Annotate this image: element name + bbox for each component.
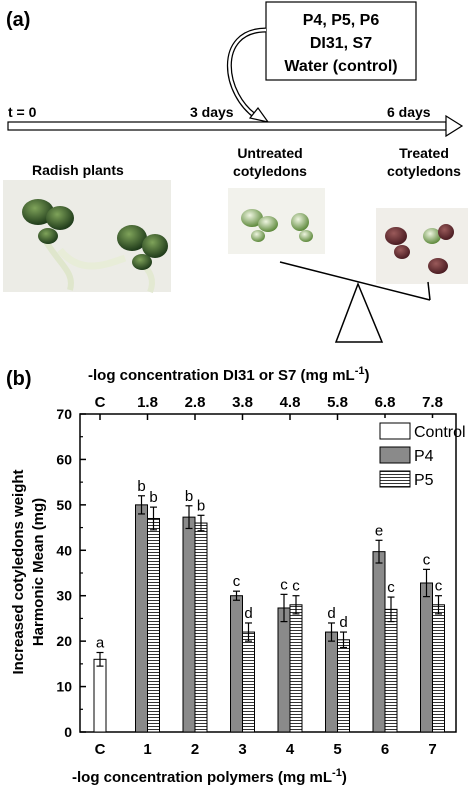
panel-b-label: (b) (6, 368, 32, 390)
y-axis-title-line2: Harmonic Mean (mg) (30, 498, 47, 646)
treatment-line-3: Water (control) (284, 58, 397, 75)
bar-p4 (325, 631, 338, 733)
top-x-tick-label: C (95, 394, 106, 411)
top-x-tick-label: 4.8 (280, 394, 301, 411)
top-x-tick-label: 3.8 (232, 394, 253, 411)
untreated-cotyledons-photo (228, 188, 325, 254)
panel-a-label: (a) (6, 9, 30, 31)
x-tick-label: C (95, 741, 106, 758)
caption-untreated-2: cotyledons (233, 163, 307, 179)
significance-letter: c (292, 578, 300, 595)
treatment-line-1: P4, P5, P6 (303, 12, 380, 29)
top-x-tick-label: 6.8 (375, 394, 396, 411)
bar-p4 (230, 595, 243, 733)
legend-swatch-p5 (379, 470, 411, 488)
timeline-3-days: 3 days (190, 104, 234, 120)
timeline-arrow (7, 114, 464, 138)
treatment-line-2: DI31, S7 (310, 35, 372, 52)
x-axis-title: -log concentration polymers (mg mL-1) (72, 767, 347, 786)
bar-p4 (277, 607, 291, 733)
x-tick-label: 7 (428, 741, 436, 758)
y-tick-label: 40 (56, 542, 72, 558)
bar-p5 (432, 604, 445, 733)
caption-radish-plants: Radish plants (32, 162, 124, 178)
x-tick-label: 4 (286, 741, 295, 758)
bar-p5 (147, 517, 160, 733)
significance-letter: d (339, 614, 347, 631)
x-tick-label: 2 (191, 741, 199, 758)
top-x-tick-label: 2.8 (185, 394, 206, 411)
bar-p4 (182, 516, 196, 733)
treated-cotyledons-photo (376, 208, 468, 284)
significance-letter: c (233, 573, 241, 590)
bar-control (93, 658, 107, 733)
top-x-axis-title: -log concentration DI31 or S7 (mg mL-1) (88, 365, 369, 384)
top-x-tick-label: 7.8 (422, 394, 443, 411)
y-axis-title-line1: Increased cotyledons weight (10, 469, 27, 674)
x-tick-label: 5 (333, 741, 341, 758)
significance-letter: c (435, 578, 443, 595)
y-tick-label: 0 (64, 724, 72, 740)
timeline-6-days: 6 days (387, 104, 431, 120)
legend-swatch-control (379, 422, 411, 440)
caption-untreated-1: Untreated (237, 145, 302, 161)
significance-letter: c (280, 576, 288, 593)
x-tick-label: 3 (238, 741, 246, 758)
radish-plants-photo (3, 180, 171, 294)
y-tick-label: 60 (56, 451, 72, 467)
y-tick-label: 30 (56, 588, 72, 604)
significance-letter: a (96, 635, 105, 652)
significance-letter: b (149, 489, 157, 506)
y-tick-label: 10 (56, 679, 72, 695)
significance-letter: b (137, 478, 145, 495)
treatment-curved-arrow (227, 27, 270, 123)
balance-scale (279, 261, 431, 343)
y-tick-label: 20 (56, 633, 72, 649)
bar-p5 (289, 604, 303, 733)
x-tick-label: 6 (381, 741, 389, 758)
significance-letter: b (185, 488, 193, 505)
bar-p4 (372, 551, 386, 733)
treatment-box: P4, P5, P6 DI31, S7 Water (control) (265, 1, 417, 81)
significance-letter: c (387, 579, 395, 596)
y-tick-label: 70 (56, 406, 72, 422)
y-tick-label: 50 (56, 497, 72, 513)
significance-letter: c (423, 551, 431, 568)
x-tick-label: 1 (143, 741, 151, 758)
bar-p4 (420, 582, 433, 733)
bar-p5 (384, 608, 398, 733)
legend-label-control: Control (414, 424, 466, 441)
bar-p5 (194, 522, 208, 733)
caption-treated-2: cotyledons (387, 163, 461, 179)
top-x-tick-label: 5.8 (327, 394, 348, 411)
bar-p5 (242, 631, 255, 733)
bar-p4 (135, 504, 148, 733)
bar-p5 (337, 639, 350, 733)
significance-letter: b (197, 497, 205, 514)
caption-treated-1: Treated (399, 145, 449, 161)
bar-chart: 0 10 20 30 40 50 60 70 C C 1 1.8 2 2.8 3 3.8 4 4.8 5 5.8 6 6.… (56, 394, 465, 758)
legend-label-p4: P4 (414, 448, 434, 465)
timeline-t0: t = 0 (8, 104, 37, 120)
significance-letter: e (375, 522, 383, 539)
legend-swatch-p4 (379, 446, 411, 464)
significance-letter: d (327, 605, 335, 622)
significance-letter: d (244, 605, 252, 622)
legend-label-p5: P5 (414, 472, 434, 489)
top-x-tick-label: 1.8 (137, 394, 158, 411)
